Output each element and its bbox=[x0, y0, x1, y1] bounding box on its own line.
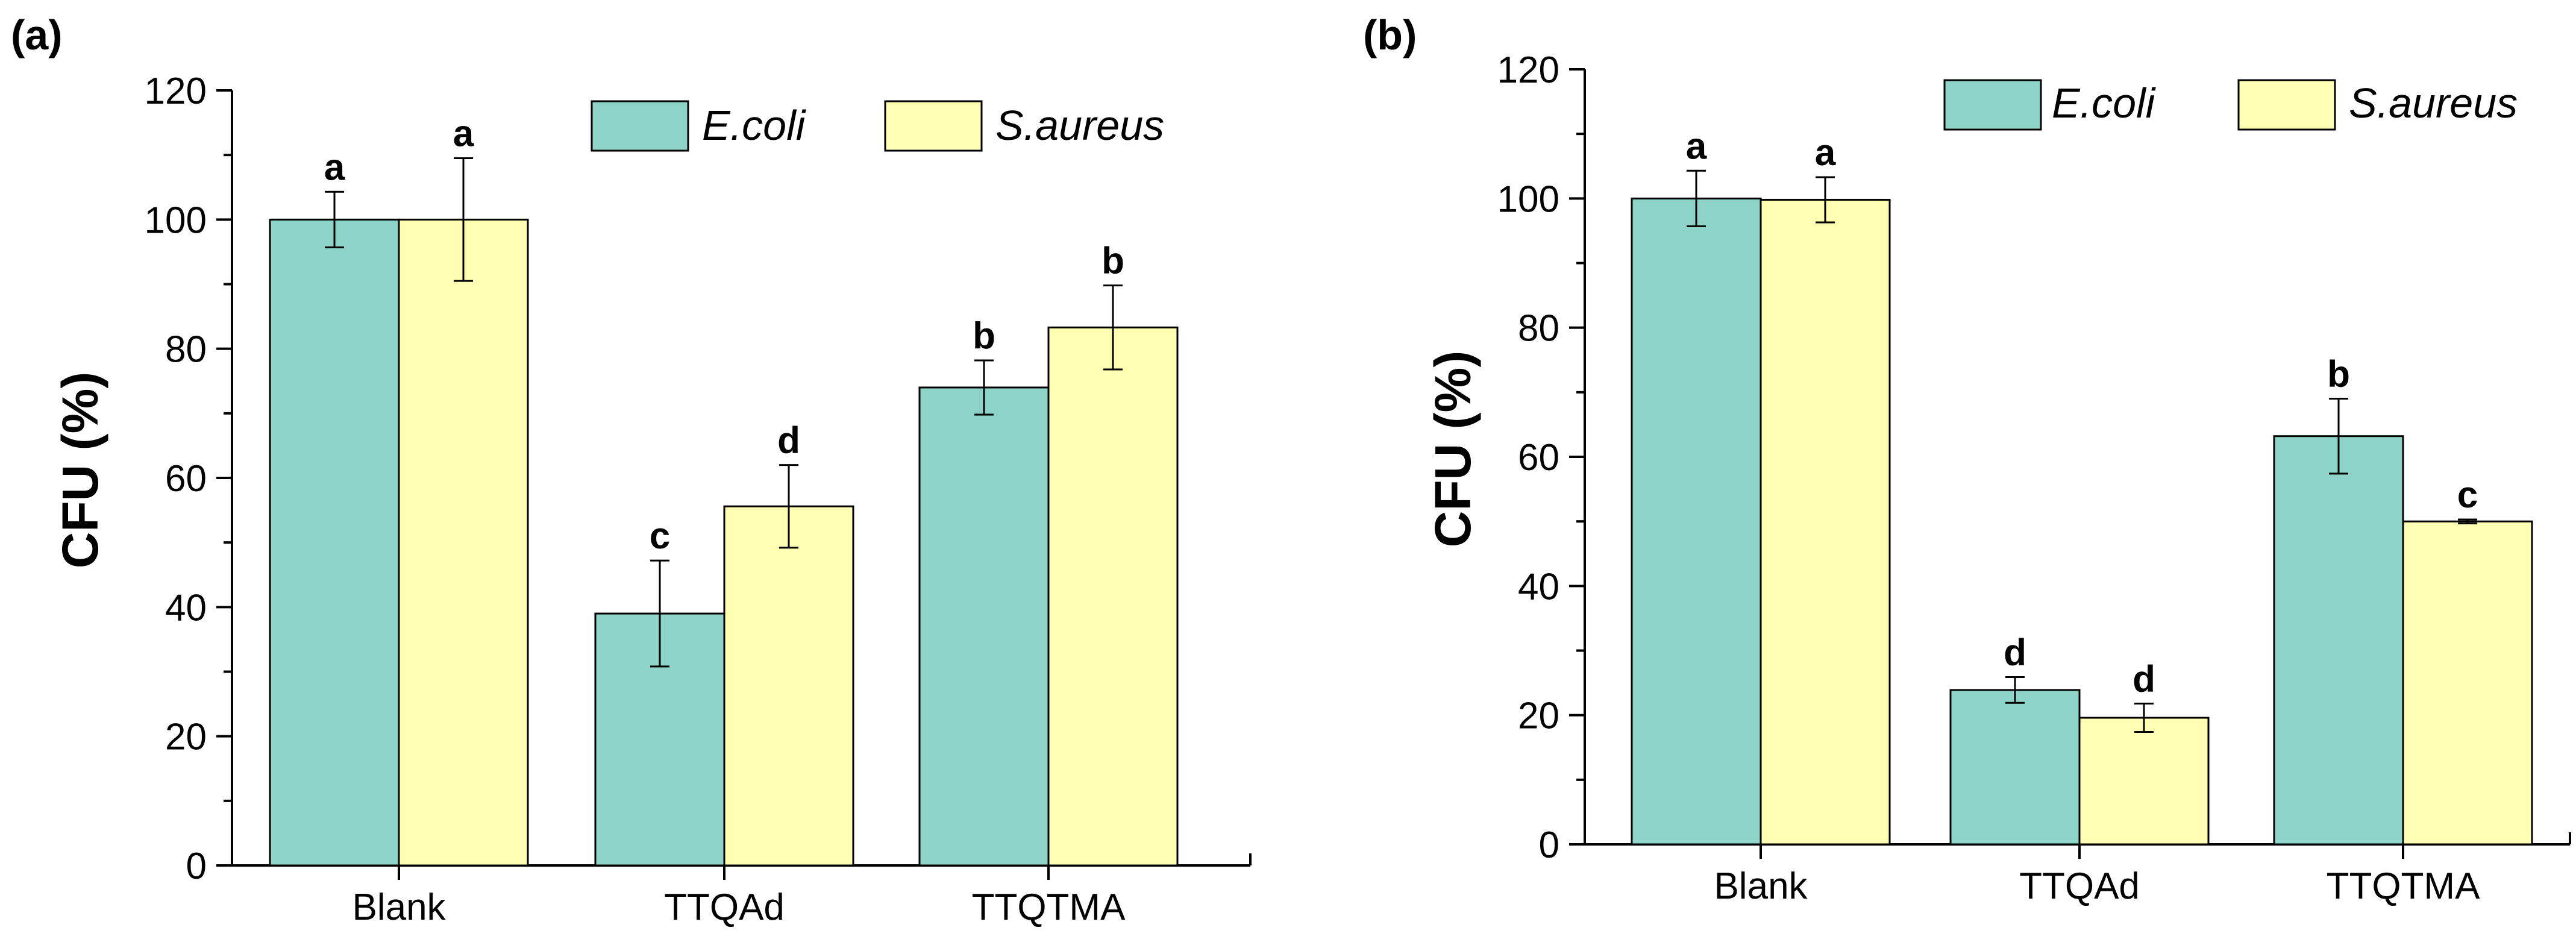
panel-b-significance-label-ecoli: d bbox=[2004, 632, 2026, 673]
panel-b-x-tick-label: Blank bbox=[1714, 865, 1808, 907]
panel-b-y-tick-label: 100 bbox=[1497, 178, 1559, 220]
panel-a-y-tick-label: 120 bbox=[145, 71, 207, 112]
panel-b-bar-saureus bbox=[2402, 520, 2533, 846]
panel-a-y-tick-label: 60 bbox=[165, 458, 207, 500]
panel-b-plot-area: 0 20 40 60 80 100 120 Blank TTQAd TTQTMA a d b a d c bbox=[1497, 49, 2571, 907]
panel-a-legend-ecoli-label: E.coli bbox=[702, 102, 807, 149]
panel-b-x-tick-label: TTQAd bbox=[2019, 865, 2140, 907]
panel-b-label: (b) bbox=[1363, 11, 1417, 58]
panel-b-bar-ecoli bbox=[1949, 689, 2081, 846]
panel-b-legend-saureus-label: S.aureus bbox=[2349, 80, 2518, 127]
panel-b-y-tick-label: 120 bbox=[1497, 49, 1559, 91]
panel-a-bar-saureus bbox=[1047, 326, 1179, 867]
panel-b-significance-label-saureus: c bbox=[2457, 474, 2478, 516]
panel-a-significance-label-saureus: a bbox=[453, 113, 474, 155]
panel-b-y-tick-label: 20 bbox=[1518, 695, 1559, 737]
panel-a-bar-saureus bbox=[398, 218, 529, 867]
panel-b-legend: E.coli S.aureus bbox=[1943, 79, 2518, 131]
panel-a-significance-label-saureus: b bbox=[1102, 240, 1124, 282]
panel-a-x-tick-label: TTQAd bbox=[664, 887, 785, 928]
panel-a-bar-saureus bbox=[723, 505, 854, 867]
panel-a-bar-ecoli bbox=[269, 218, 400, 867]
panel-a-legend-saureus-label: S.aureus bbox=[995, 102, 1164, 149]
panel-b-significance-label-ecoli: b bbox=[2327, 354, 2350, 395]
panel-a-label: (a) bbox=[11, 11, 63, 58]
panel-b-legend-saureus-swatch bbox=[2237, 79, 2336, 131]
panel-b-y-axis-title: CFU (%) bbox=[1424, 351, 1481, 548]
panel-b-y-tick-label: 60 bbox=[1518, 437, 1559, 479]
panel-b-bar-saureus bbox=[1760, 198, 1891, 846]
panel-b-bar-ecoli bbox=[2273, 435, 2404, 846]
panel-a-significance-label-ecoli: c bbox=[650, 515, 670, 557]
panel-a-x-tick-label: TTQTMA bbox=[972, 887, 1126, 928]
panel-b-legend-ecoli-swatch bbox=[1943, 79, 2042, 131]
panel-a-y-tick-label: 100 bbox=[145, 199, 207, 241]
panel-b-significance-label-ecoli: a bbox=[1686, 125, 1707, 167]
panel-b: (b) 0 20 40 60 80 100 120 Blank TTQAd TTQTMA a d b a d… bbox=[1363, 11, 2571, 907]
panel-a-y-tick-label: 80 bbox=[165, 329, 207, 371]
panel-a: (a) 0 20 40 60 80 100 120 Blank TTQAd TTQTMA a c b a d… bbox=[11, 11, 1252, 928]
panel-a-significance-label-ecoli: a bbox=[324, 146, 345, 188]
panel-a-y-tick-label: 20 bbox=[165, 717, 207, 758]
panel-b-bar-saureus bbox=[2078, 717, 2210, 846]
panel-b-y-tick-label: 80 bbox=[1518, 308, 1559, 350]
panel-a-legend: E.coli S.aureus bbox=[591, 100, 1164, 152]
panel-b-y-tick-label: 40 bbox=[1518, 566, 1559, 608]
panel-a-plot-area: 0 20 40 60 80 100 120 Blank TTQAd TTQTMA a c b a d b bbox=[145, 71, 1252, 928]
panel-a-legend-saureus-swatch bbox=[884, 100, 983, 152]
panel-b-significance-label-saureus: a bbox=[1815, 132, 1836, 174]
panel-b-significance-label-saureus: d bbox=[2133, 658, 2155, 700]
panel-a-bar-ecoli bbox=[918, 386, 1050, 867]
panel-b-y-tick-label: 0 bbox=[1539, 824, 1559, 866]
panel-a-x-tick-label: Blank bbox=[352, 887, 446, 928]
panel-a-y-tick-label: 40 bbox=[165, 587, 207, 629]
panel-a-significance-label-ecoli: b bbox=[973, 315, 995, 357]
panel-b-bar-ecoli bbox=[1631, 197, 1762, 846]
panel-b-x-tick-label: TTQTMA bbox=[2327, 865, 2480, 907]
panel-a-y-axis-title: CFU (%) bbox=[52, 372, 108, 569]
panel-b-legend-ecoli-label: E.coli bbox=[2052, 80, 2157, 127]
panel-a-legend-ecoli-swatch bbox=[591, 100, 689, 152]
panel-a-y-tick-label: 0 bbox=[186, 846, 207, 887]
panel-a-significance-label-saureus: d bbox=[777, 420, 800, 462]
